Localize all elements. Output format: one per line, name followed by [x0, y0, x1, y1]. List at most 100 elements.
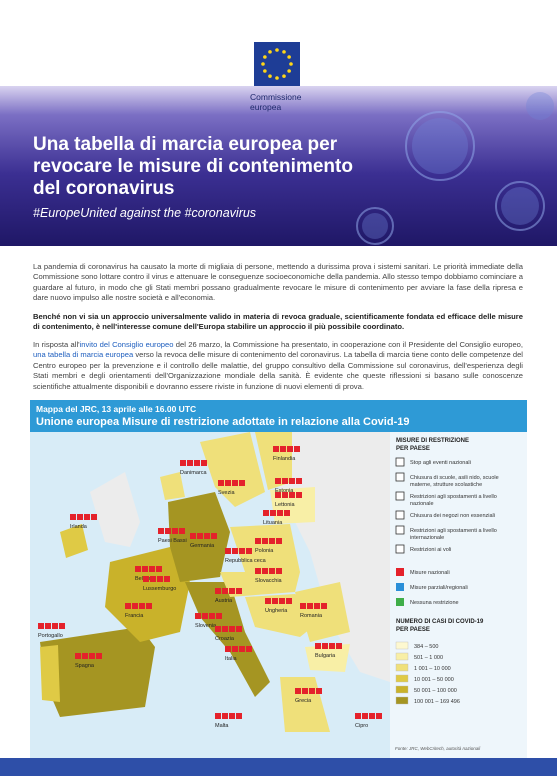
measure-icon	[215, 713, 221, 719]
star	[263, 69, 267, 73]
legend-icon	[395, 472, 405, 482]
country-shape	[105, 547, 190, 642]
measure-icon	[132, 603, 138, 609]
measure-icon	[236, 588, 242, 594]
country-label: Portogallo	[38, 633, 63, 639]
logo-line: europea	[250, 102, 282, 112]
legend: MISURE DI RESTRIZIONE PER PAESE Stop agli …	[395, 438, 499, 751]
measure-icon	[315, 643, 321, 649]
measure-icon	[225, 548, 231, 554]
star	[261, 62, 265, 66]
paragraph: In risposta all'invito del Consiglio eur…	[33, 340, 523, 392]
measure-icon	[225, 646, 231, 652]
link[interactable]: una tabella di marcia europea	[33, 350, 134, 360]
legend-label: materne, strutture scolastiche	[410, 482, 482, 488]
star	[287, 69, 291, 73]
legend-swatch	[395, 685, 409, 694]
legend-label: Nessuna restrizione	[410, 600, 459, 606]
country-label: Austria	[215, 598, 233, 604]
measure-icon	[284, 510, 290, 516]
legend-label: 50 001 – 100 000	[414, 688, 457, 694]
measure-icon	[362, 713, 368, 719]
measure-icon	[296, 492, 302, 498]
text: In risposta all'	[33, 340, 80, 349]
measure-icon	[125, 603, 131, 609]
country-label: Italia	[225, 656, 238, 662]
measure-icon	[296, 478, 302, 484]
measure-icon	[96, 653, 102, 659]
measure-icon	[229, 588, 235, 594]
measure-icon	[294, 446, 300, 452]
country-shape	[305, 644, 350, 672]
legend-label: 1 001 – 10 000	[414, 666, 451, 672]
measure-icon	[314, 603, 320, 609]
measure-icon	[201, 460, 207, 466]
measure-icon	[82, 653, 88, 659]
measure-icon	[38, 623, 44, 629]
measure-icon	[195, 613, 201, 619]
measure-icon	[232, 548, 238, 554]
star	[282, 74, 286, 78]
measure-icon	[135, 566, 141, 572]
source: Fonte: JRC, WebCritech, autorità naziona…	[395, 746, 481, 751]
country-shape	[230, 524, 300, 572]
measure-icon	[222, 626, 228, 632]
country-label: Slovenia	[195, 623, 217, 629]
country-shape	[40, 645, 60, 702]
map: Irlanda Paesi Bassi Danimarca Svezia Finland…	[30, 432, 527, 758]
country-label: Repubblica ceca	[225, 558, 267, 564]
country-label: Ungheria	[265, 608, 288, 614]
country-label: Paesi Bassi	[158, 538, 187, 544]
star	[275, 76, 279, 80]
country-shape	[160, 472, 185, 500]
measure-icon	[218, 480, 224, 486]
legend-swatch	[396, 598, 404, 606]
measure-icon	[289, 492, 295, 498]
star	[268, 74, 272, 78]
measure-icon	[246, 548, 252, 554]
measure-icon	[255, 538, 261, 544]
measure-icon	[215, 626, 221, 632]
country-label: Germania	[190, 543, 215, 549]
country-label: Danimarca	[180, 470, 208, 476]
subtitle: #EuropeUnited against the #coronavirus	[33, 206, 257, 220]
measure-icon	[222, 588, 228, 594]
measure-icon	[286, 598, 292, 604]
country-label: Lettonia	[275, 502, 296, 508]
measure-icon	[204, 533, 210, 539]
measure-icon	[280, 446, 286, 452]
measure-icon	[172, 528, 178, 534]
legend-swatch	[396, 583, 404, 591]
legend-icon	[395, 525, 405, 535]
measure-icon	[157, 576, 163, 582]
measure-icon	[269, 538, 275, 544]
measure-icon	[52, 623, 58, 629]
measure-icon	[376, 713, 382, 719]
country-label: Polonia	[255, 548, 274, 554]
measure-icon	[236, 626, 242, 632]
title: Una tabella di marcia europea per revoca…	[33, 134, 353, 199]
link[interactable]: invito del Consiglio europeo	[79, 340, 174, 349]
legend-swatch	[395, 663, 409, 672]
legend-label: Misure parziali/regionali	[410, 585, 468, 591]
measure-icon	[262, 538, 268, 544]
measure-icon	[307, 603, 313, 609]
measure-icon	[164, 576, 170, 582]
measure-icon	[194, 460, 200, 466]
measure-icon	[222, 713, 228, 719]
measure-icon	[165, 528, 171, 534]
measure-icon	[239, 480, 245, 486]
legend-label: 501 – 1 000	[414, 655, 443, 661]
legend-swatch	[395, 696, 409, 705]
measure-icon	[255, 568, 261, 574]
measure-icon	[302, 688, 308, 694]
measure-icon	[143, 576, 149, 582]
measure-icon	[295, 688, 301, 694]
footer-band	[0, 758, 557, 776]
legend-icon	[395, 544, 405, 554]
country-label: Belgio	[135, 576, 150, 582]
map-title: Mappa del JRC, 13 aprile alle 16.00 UTC	[36, 404, 197, 414]
country-label: Lussemburgo	[143, 586, 176, 592]
legend-label: nazionale	[410, 501, 434, 507]
